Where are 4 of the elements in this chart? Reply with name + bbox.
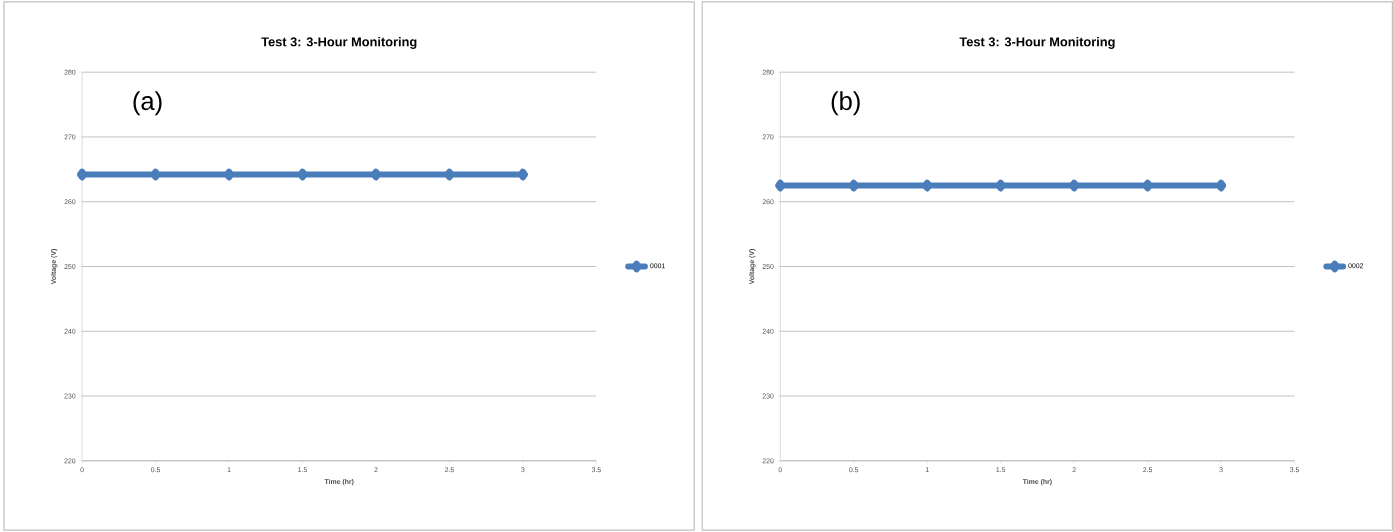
chart-title: Test 3: 3-Hour Monitoring [261, 36, 417, 49]
annotation: (b) [831, 91, 860, 116]
chart-title: Test 3: 3-Hour Monitoring [959, 36, 1115, 49]
annotation: (a) [133, 91, 162, 116]
